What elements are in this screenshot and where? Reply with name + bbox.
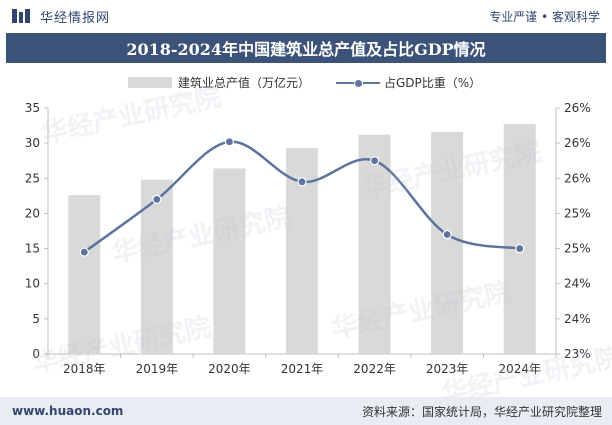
x-tick-label: 2022年 [353,362,396,376]
y-right-tick-label: 24% [564,277,591,291]
chart-plot: 0 5 10 15 20 25 30 35 23% 24% 24% 25% 25% 26% 26% 26% 20… [25,101,591,376]
gdp-share-point-2022年 [369,156,380,166]
legend-line-label: 占GDP比重（%） [384,76,482,90]
legend-item-bar: 建筑业总产值（万亿元） [128,74,310,91]
x-tick-label: 2023年 [426,362,469,376]
gdp-share-point-2024年 [515,243,525,254]
x-tick-label: 2018年 [63,362,106,376]
y-left-tick-label: 25 [25,171,40,185]
legend-line-swatch [336,77,380,89]
y-left-tick-label: 35 [25,101,40,115]
bar-2024年 [503,124,536,354]
y-left-tick-label: 30 [25,136,40,150]
chart-legend: 建筑业总产值（万亿元） 占GDP比重（%） [0,71,612,91]
x-tick-label: 2024年 [498,362,541,376]
footer-source: 资料来源：国家统计局，华经产业研究院整理 [361,404,602,419]
y-right-tick-label: 23% [564,347,591,361]
y-right-tick-label: 26% [564,136,591,150]
y-left-tick-label: 10 [25,277,40,291]
brand: 华经情报网 [12,7,110,26]
y-left-tick-label: 15 [25,242,40,256]
x-tick-label: 2021年 [281,362,324,376]
y-right-tick-label: 24% [564,312,591,326]
brand-name: 华经情报网 [40,10,111,26]
legend-bar-label: 建筑业总产值（万亿元） [178,76,311,90]
gdp-share-point-2020年 [224,137,235,147]
y-right-tick-label: 25% [564,206,591,220]
huajing-logo-icon [12,8,32,24]
y-left-tick-label: 20 [25,206,40,220]
gdp-share-point-2021年 [297,177,307,187]
chart-title: 2018-2024年中国建筑业总产值及占比GDP情况 [126,40,486,59]
legend-bar-swatch [128,77,172,88]
bar-2023年 [431,131,464,354]
gdp-share-point-2019年 [152,194,162,204]
bar-2018年 [68,195,101,354]
bar-2019年 [140,179,173,354]
y-right-tick-label: 25% [564,242,591,256]
x-tick-label: 2020年 [208,362,251,376]
bar-2020年 [213,168,246,354]
header: 华经情报网 专业严谨 • 客观科学 [0,0,612,32]
y-right-tick-label: 26% [564,101,591,115]
legend-item-line: 占GDP比重（%） [336,74,481,91]
footer-url: www.huaon.com [12,404,124,418]
footer: www.huaon.com 资料来源：国家统计局，华经产业研究院整理 [0,397,612,425]
gdp-share-point-2018年 [79,247,89,257]
bar-2022年 [358,134,391,354]
gdp-share-point-2023年 [442,229,452,240]
y-left-tick-label: 0 [32,347,40,361]
chart-title-bar: 2018-2024年中国建筑业总产值及占比GDP情况 [6,33,606,63]
y-right-tick-label: 26% [564,171,591,185]
y-left-tick-label: 5 [32,312,40,326]
x-tick-label: 2019年 [136,362,179,376]
tagline: 专业严谨 • 客观科学 [489,9,600,24]
